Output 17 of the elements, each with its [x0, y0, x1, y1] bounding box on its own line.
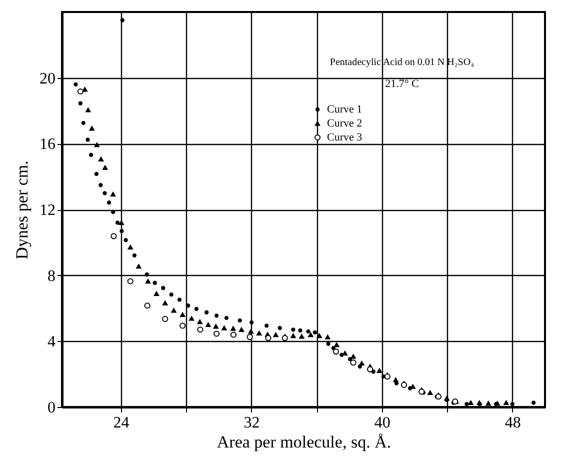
y-axis-title: Dynes per cm.: [12, 160, 32, 260]
legend-label: Curve 1: [327, 104, 362, 116]
y-tick-label: 4: [48, 334, 56, 351]
y-tick-label: 0: [48, 400, 56, 416]
y-tick-label: 8: [48, 268, 56, 285]
legend-label: Curve 3: [327, 132, 363, 144]
annotation: Pentadecylic Acid on 0.01 N H₂SO₄: [330, 57, 475, 68]
x-tick-label: 24: [113, 414, 130, 432]
y-tick-label: 20: [40, 70, 56, 88]
annotation: 21.7° C: [385, 78, 419, 90]
x-axis-title: Area per molecule, sq. Å.: [216, 432, 392, 452]
y-tick-label: 16: [40, 136, 56, 154]
y-tick-label: 12: [40, 202, 56, 219]
x-tick-label: 40: [374, 414, 390, 432]
legend-label: Curve 2: [327, 118, 362, 130]
x-tick-label: 32: [244, 414, 260, 432]
x-tick-label: 48: [504, 414, 521, 432]
